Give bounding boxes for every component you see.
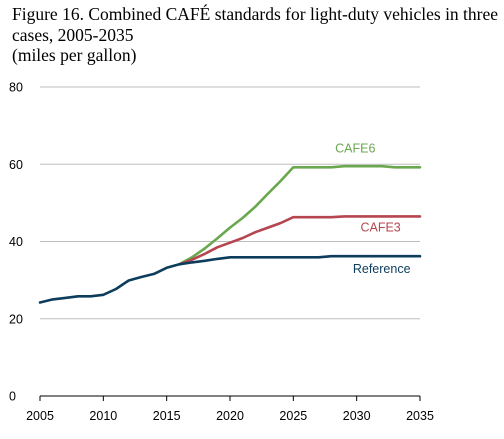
x-tick-label: 2025 bbox=[279, 409, 307, 423]
x-tick-label: 2035 bbox=[406, 409, 434, 423]
series-label-reference: Reference bbox=[353, 262, 411, 276]
series-lines bbox=[38, 164, 422, 304]
y-tick-label: 40 bbox=[9, 235, 23, 249]
series-label-cafe3: CAFE3 bbox=[360, 220, 400, 234]
x-tick-label: 2015 bbox=[153, 409, 181, 423]
x-tick-label: 2030 bbox=[343, 409, 371, 423]
chart-subtitle: (miles per gallon) bbox=[12, 45, 137, 65]
x-tick-label: 2005 bbox=[26, 409, 54, 423]
grid-lines bbox=[40, 86, 420, 320]
chart-title: Figure 16. Combined CAFÉ standards for l… bbox=[12, 4, 498, 66]
series-line-cafe3 bbox=[178, 215, 422, 266]
series-line-reference bbox=[38, 254, 422, 304]
y-tick-label: 20 bbox=[9, 312, 23, 326]
chart-title-line-1: Figure 16. Combined CAFÉ standards for l… bbox=[12, 4, 499, 24]
axes: 0 20 40 60 80 2005 2010 2015 2020 2025 2030 2035 bbox=[9, 81, 434, 424]
series-line-cafe6 bbox=[178, 164, 422, 266]
x-tick-label: 2010 bbox=[89, 409, 117, 423]
series-label-cafe6: CAFE6 bbox=[335, 142, 375, 156]
series-labels: CAFE6 CAFE3 Reference bbox=[335, 142, 410, 277]
x-tick-label: 2020 bbox=[216, 409, 244, 423]
chart-title-line-2: cases, 2005-2035 bbox=[12, 24, 134, 45]
y-tick-label: 60 bbox=[9, 158, 23, 172]
y-tick-label: 0 bbox=[9, 390, 16, 404]
y-tick-label: 80 bbox=[9, 81, 23, 95]
